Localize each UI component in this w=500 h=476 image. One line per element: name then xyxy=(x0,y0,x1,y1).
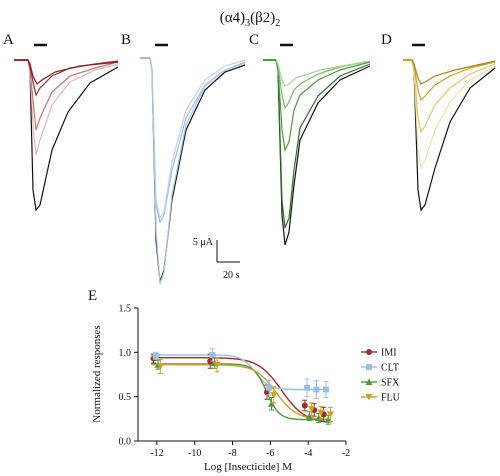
trace-d-4 xyxy=(403,59,496,85)
trace-a-2 xyxy=(14,59,119,131)
data-point-flu xyxy=(326,411,334,418)
data-point-clt xyxy=(209,351,216,358)
data-point-flu xyxy=(270,391,278,399)
panel-letter-e: E xyxy=(88,288,97,304)
x-tick-label: -8 xyxy=(228,448,236,459)
data-point-clt xyxy=(313,386,320,393)
panel-letter-a: A xyxy=(3,32,14,48)
legend-marker-flu xyxy=(365,394,373,401)
legend-label-flu: FLU xyxy=(381,393,401,404)
fit-curve-flu xyxy=(151,364,329,421)
data-point-flu xyxy=(317,409,325,417)
dose-response-chart: 0.0 0.5 1.0 1.5 -12 -10 -8 -6 -4 -2 IMI CLT SFX FLU xyxy=(119,304,401,460)
fit-curve-sfx xyxy=(151,363,328,421)
y-tick-label: 0.5 xyxy=(119,392,132,403)
chart-fit-curves xyxy=(151,354,329,423)
x-axis-label: Log [Insecticide] M xyxy=(204,461,292,473)
legend-label-sfx: SFX xyxy=(381,378,400,389)
scale-bar: 5 μA 20 s xyxy=(193,237,240,281)
trace-d-3 xyxy=(403,59,496,102)
data-point-flu xyxy=(213,361,221,369)
y-axis-label: Normalized responses xyxy=(91,325,103,422)
title-mid: (β2) xyxy=(250,10,275,26)
chart-axes: 0.0 0.5 1.0 1.5 -12 -10 -8 -6 -4 -2 xyxy=(119,304,351,460)
data-point-imi xyxy=(301,402,308,409)
trace-b-3 xyxy=(140,57,246,285)
x-tick-label: -6 xyxy=(266,448,274,459)
title-subscript-2: 2 xyxy=(275,18,280,29)
title-subscript-1: 3 xyxy=(245,18,250,29)
trace-control-b xyxy=(140,57,246,283)
trace-b-2 xyxy=(140,57,246,220)
panel-letter-c: C xyxy=(249,32,259,48)
panel-letter-b: B xyxy=(121,32,131,48)
y-tick-label: 1.0 xyxy=(119,348,132,359)
x-tick-label: -2 xyxy=(342,448,350,459)
scale-current-label: 5 μA xyxy=(193,237,214,248)
data-point-clt xyxy=(152,352,159,359)
trace-control-a xyxy=(14,59,119,212)
data-point-flu xyxy=(308,406,316,413)
chart-data-points xyxy=(150,348,334,425)
legend-marker-clt xyxy=(366,364,372,370)
x-tick-label: -4 xyxy=(304,448,312,459)
data-point-clt xyxy=(304,384,311,391)
trace-c-4 xyxy=(263,59,371,87)
fit-curve-clt xyxy=(151,354,328,391)
figure-title: (α4)3(β2)2 xyxy=(220,10,280,29)
scale-time-label: 20 s xyxy=(223,270,240,281)
data-point-clt xyxy=(322,386,329,393)
current-traces-d xyxy=(403,59,496,212)
trace-a-4 xyxy=(14,59,119,85)
legend-label-clt: CLT xyxy=(381,363,399,374)
legend-marker-imi xyxy=(366,349,372,355)
chart-legend: IMI CLT SFX FLU xyxy=(361,348,401,404)
data-point-sfx xyxy=(267,400,275,407)
current-traces-a xyxy=(14,59,119,212)
x-tick-label: -10 xyxy=(188,448,201,459)
panel-letter-d: D xyxy=(381,32,392,48)
current-traces-c xyxy=(263,59,371,246)
data-point-clt xyxy=(266,384,273,391)
data-point-sfx xyxy=(305,412,313,420)
legend-marker-sfx xyxy=(365,378,373,385)
x-tick-label: -12 xyxy=(150,448,163,459)
legend-label-imi: IMI xyxy=(381,348,397,359)
y-tick-label: 1.5 xyxy=(119,304,132,315)
fit-curve-imi xyxy=(151,357,329,423)
data-point-flu xyxy=(156,363,164,371)
title-main: (α4) xyxy=(220,10,245,26)
y-tick-label: 0.0 xyxy=(119,437,132,448)
current-traces-b xyxy=(140,57,246,285)
